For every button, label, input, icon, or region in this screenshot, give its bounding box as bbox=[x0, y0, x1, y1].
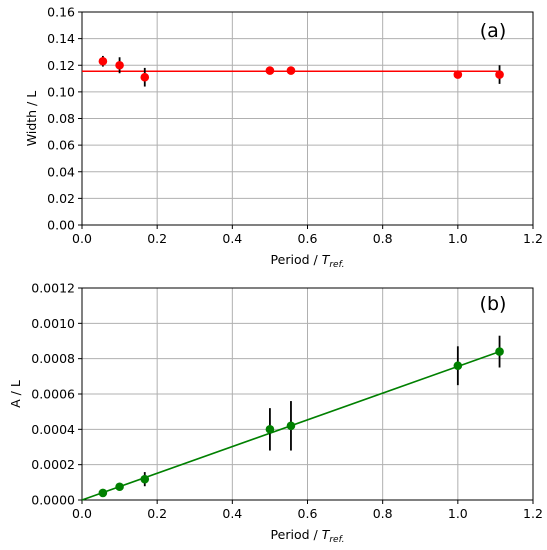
y-tick-label: 0.16 bbox=[47, 5, 75, 20]
x-axis-label-main: Period / bbox=[271, 252, 322, 267]
data-point bbox=[140, 72, 150, 82]
x-tick-label: 0.0 bbox=[72, 506, 92, 521]
y-tick-label: 0.0010 bbox=[31, 316, 75, 331]
data-point bbox=[495, 347, 504, 356]
y-tick-label: 0.06 bbox=[47, 138, 75, 153]
y-tick-label: 0.0004 bbox=[31, 422, 75, 437]
data-point bbox=[115, 60, 124, 70]
plot-frame bbox=[81, 287, 534, 501]
x-axis-label-subscript: ref. bbox=[329, 260, 344, 270]
x-tick-label: 0.8 bbox=[373, 231, 393, 246]
x-tick-label: 1.2 bbox=[523, 506, 543, 521]
y-tick-label: 0.0002 bbox=[31, 457, 75, 472]
data-point bbox=[98, 488, 108, 498]
y-tick-label: 0.0008 bbox=[31, 351, 75, 366]
x-axis-label: Period / Tref. bbox=[271, 252, 345, 270]
data-point bbox=[140, 474, 150, 484]
x-tick-label: 0.4 bbox=[222, 231, 242, 246]
panel-label: (a) bbox=[480, 20, 506, 42]
x-axis-label-main: Period / bbox=[271, 527, 322, 542]
y-tick-label: 0.02 bbox=[47, 191, 75, 206]
y-tick-label: 0.14 bbox=[47, 31, 75, 46]
plot-frame bbox=[81, 11, 534, 226]
data-point bbox=[495, 70, 504, 79]
y-tick-label: 0.04 bbox=[47, 164, 75, 179]
data-point bbox=[265, 425, 275, 434]
panel-a: 0.0 0.2 0.4 0.6 0.8 1.0 1.2 0.00 0.02 0.04 0.06 0.0… bbox=[24, 5, 543, 271]
panel-b: 0.0 0.2 0.4 0.6 0.8 1.0 1.2 0.0000 0.0002 0.0004 0… bbox=[8, 281, 543, 546]
y-tick-label: 0.08 bbox=[47, 111, 75, 126]
y-tick-label: 0.0000 bbox=[31, 493, 75, 508]
y-axis-label: Width / L bbox=[24, 91, 39, 146]
x-tick-label: 0.0 bbox=[72, 231, 92, 246]
panel-label: (b) bbox=[480, 293, 507, 315]
data-point bbox=[265, 66, 275, 75]
data-point bbox=[453, 70, 463, 79]
x-axis-label-symbol: T bbox=[322, 527, 331, 542]
x-tick-label: 0.2 bbox=[147, 506, 167, 521]
data-point bbox=[98, 56, 108, 66]
y-tick-label: 0.0012 bbox=[31, 281, 75, 296]
x-tick-label: 0.8 bbox=[373, 506, 393, 521]
x-tick-label: 1.2 bbox=[523, 231, 543, 246]
x-axis-label-subscript: ref. bbox=[329, 535, 344, 545]
x-tick-label: 0.6 bbox=[298, 506, 318, 521]
x-tick-label: 0.2 bbox=[147, 231, 167, 246]
x-tick-label: 0.6 bbox=[298, 231, 318, 246]
y-tick-label: 0.00 bbox=[47, 218, 75, 233]
data-point bbox=[286, 66, 296, 75]
x-axis-label: Period / Tref. bbox=[271, 527, 345, 545]
x-tick-label: 1.0 bbox=[448, 231, 468, 246]
x-axis-label-symbol: T bbox=[322, 252, 331, 267]
data-point bbox=[286, 421, 296, 431]
data-point bbox=[453, 361, 463, 371]
y-tick-label: 0.0006 bbox=[31, 387, 75, 402]
x-tick-label: 0.4 bbox=[222, 506, 242, 521]
x-tick-label: 1.0 bbox=[448, 506, 468, 521]
y-tick-label: 0.12 bbox=[47, 58, 75, 73]
y-axis-label: A / L bbox=[8, 380, 23, 408]
y-tick-label: 0.10 bbox=[47, 84, 75, 99]
data-point bbox=[115, 482, 124, 492]
